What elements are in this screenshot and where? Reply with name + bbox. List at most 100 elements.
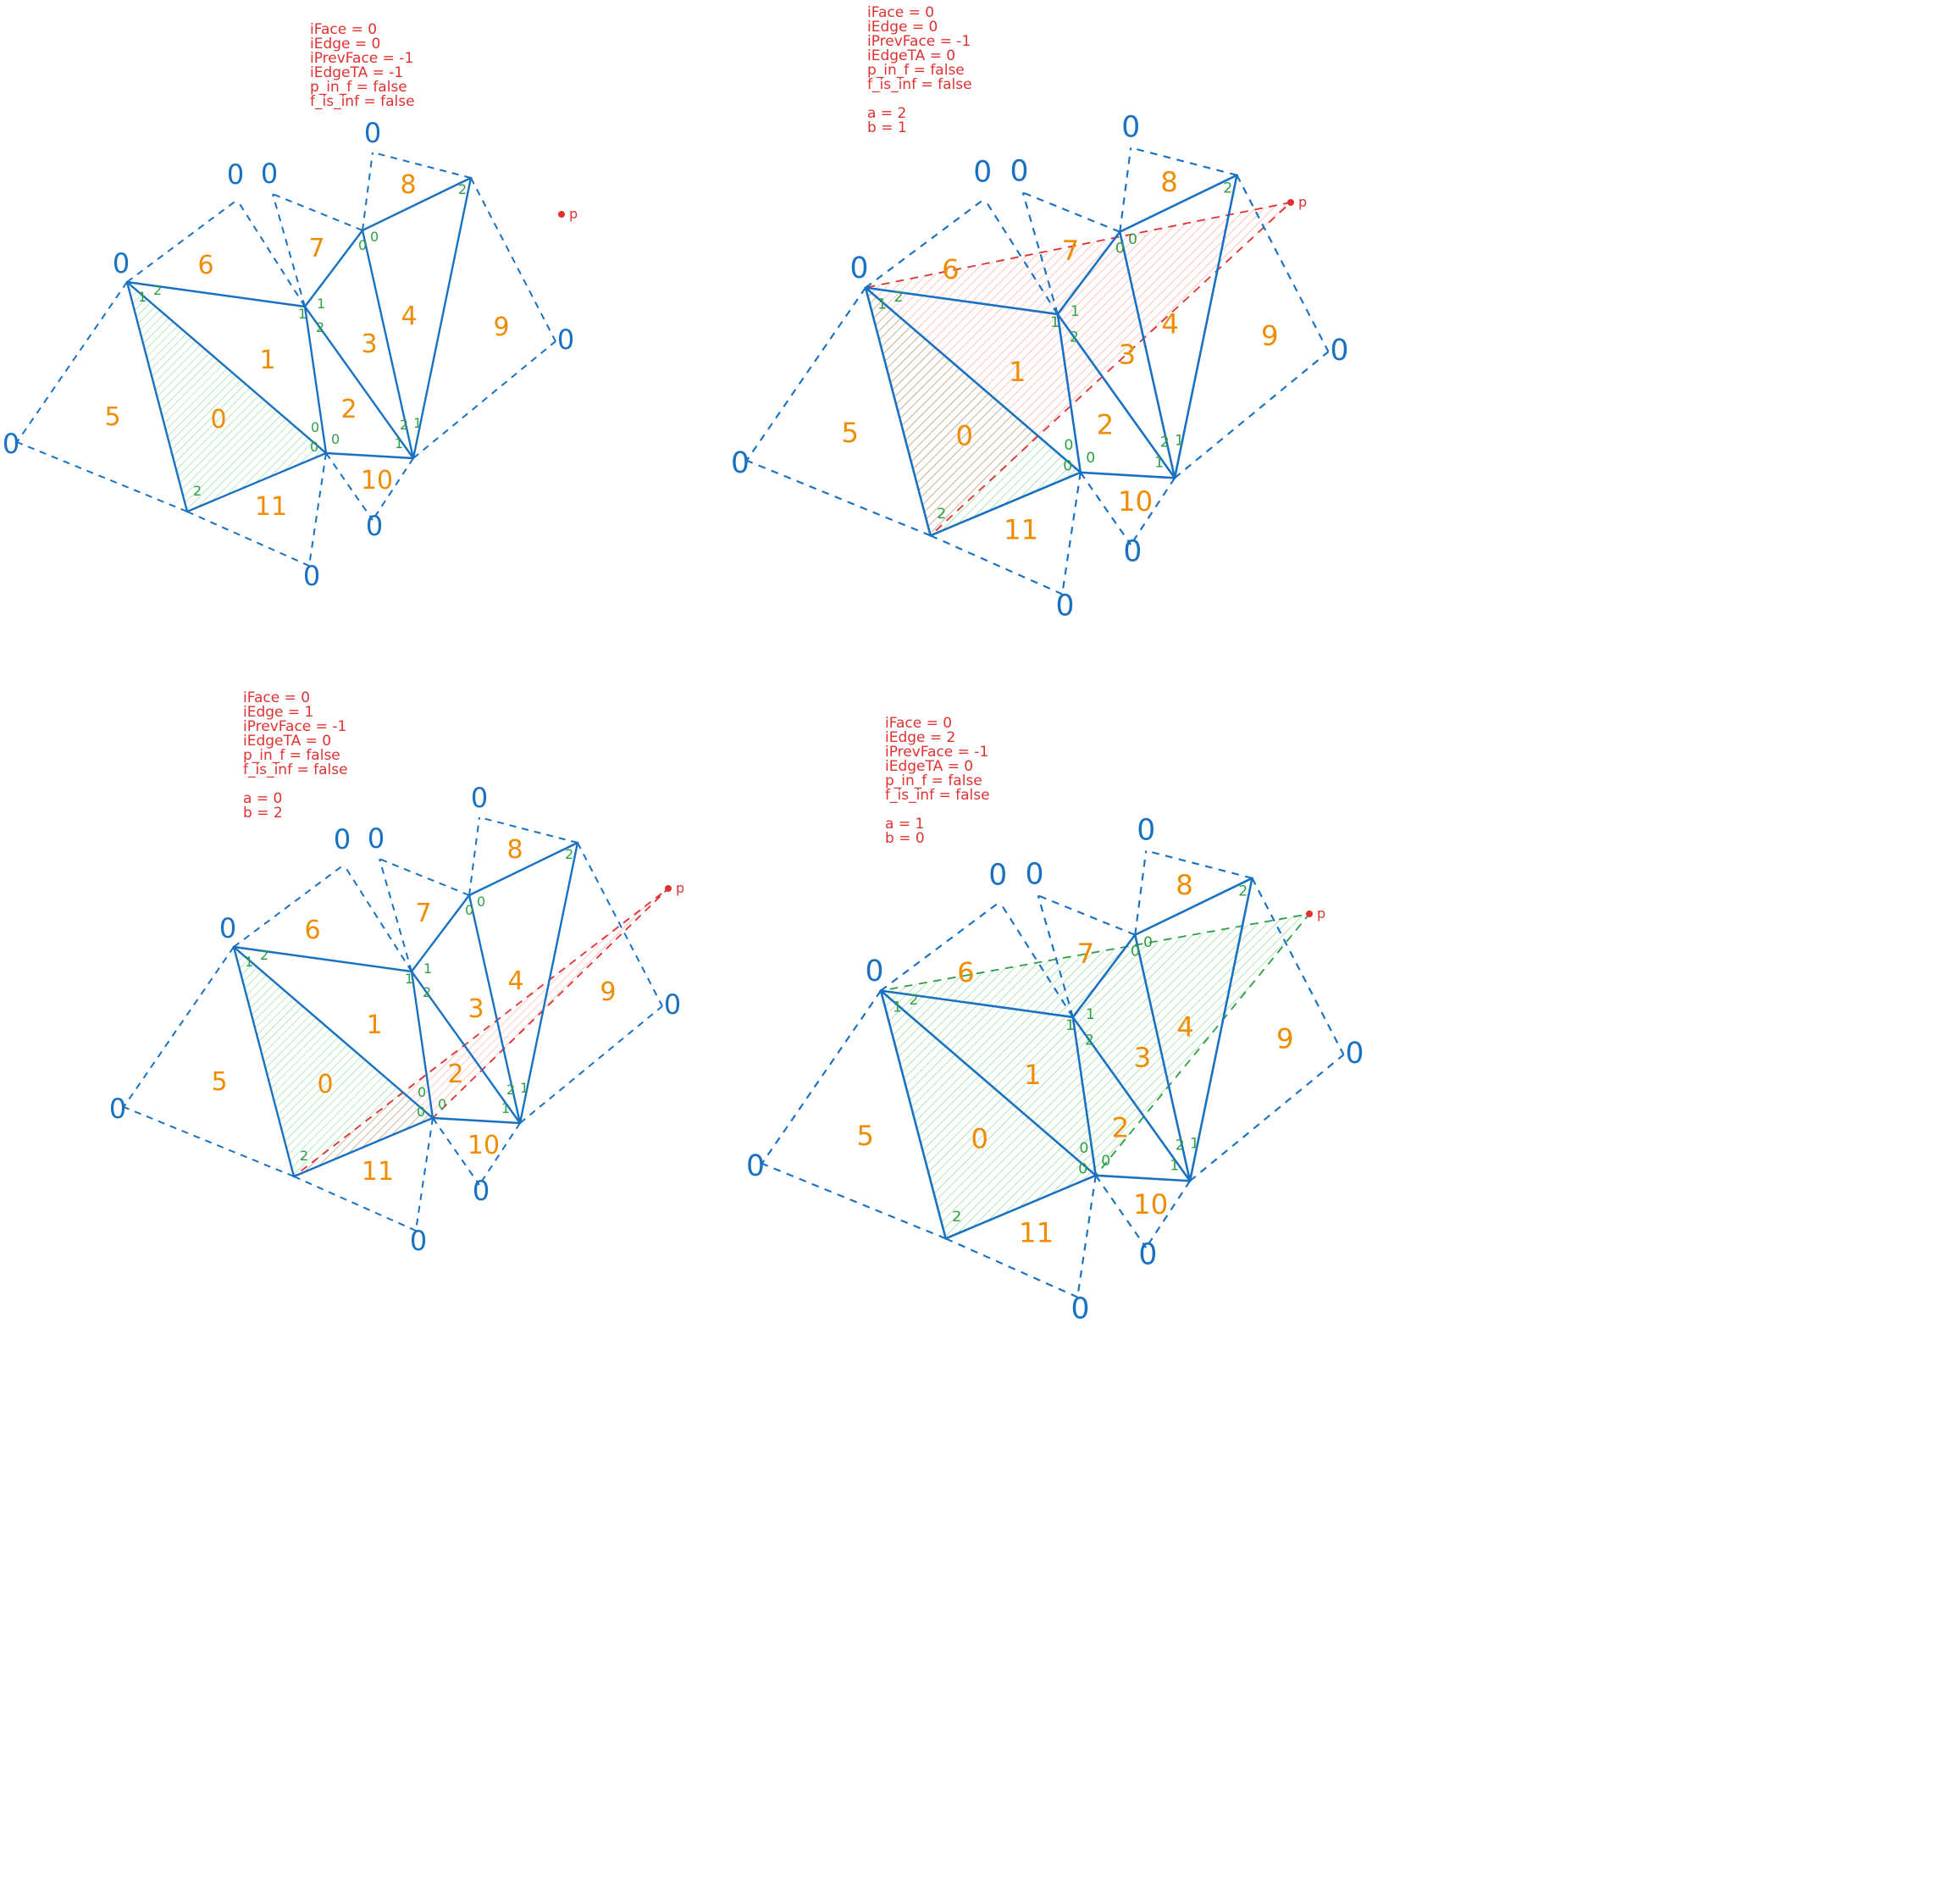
infinite-edge <box>432 1117 480 1186</box>
finite-edge <box>232 945 413 973</box>
state-line: iFace = 0 <box>310 21 377 38</box>
face-label: 0 <box>317 1070 333 1099</box>
infinite-edge <box>470 177 556 342</box>
edge-index-label: 2 <box>952 1209 961 1226</box>
infinite-vertex-label: 0 <box>366 510 383 542</box>
ab-line: b = 0 <box>885 830 925 847</box>
face-label: 2 <box>1112 1111 1130 1143</box>
infinite-vertex-label: 0 <box>557 324 574 356</box>
face-label: 4 <box>1176 1011 1194 1043</box>
edge-index-label: 2 <box>1070 329 1079 346</box>
finite-edge <box>185 451 328 513</box>
query-point <box>558 211 565 218</box>
infinite-vertex-label: 0 <box>261 158 278 190</box>
infinite-edge <box>1037 894 1136 936</box>
edge-index-label: 0 <box>1078 1161 1087 1178</box>
edge-index-label: 2 <box>1085 1032 1094 1049</box>
infinite-vertex-label: 0 <box>334 823 351 855</box>
edge-index-label: 1 <box>1065 1017 1075 1034</box>
finite-edge <box>410 894 471 973</box>
face-label: 2 <box>1097 408 1115 440</box>
face-label: 5 <box>104 402 120 432</box>
edge-index-label: 1 <box>395 435 403 451</box>
face-label: 8 <box>400 170 416 200</box>
finite-edge <box>468 894 522 1125</box>
edge-index-label: 1 <box>1050 314 1059 331</box>
state-line: iPrevFace = -1 <box>867 33 971 50</box>
state-line: iFace = 0 <box>885 715 952 732</box>
infinite-edge <box>1236 174 1330 352</box>
face-label: 7 <box>1077 938 1095 970</box>
state-line: p_in_f = false <box>310 79 407 96</box>
infinite-edge <box>126 199 238 283</box>
edge-index-label: 0 <box>370 229 379 245</box>
infinite-edge <box>1251 877 1345 1055</box>
state-line: iEdge = 0 <box>867 19 938 36</box>
finite-edge <box>1071 1016 1098 1177</box>
finite-edge <box>431 1116 522 1125</box>
face-label: 6 <box>304 916 320 945</box>
infinite-vertex-label: 0 <box>1330 334 1348 368</box>
face-label: 11 <box>1004 514 1038 546</box>
finite-edge <box>125 280 189 513</box>
infinite-vertex-label: 0 <box>410 1225 427 1257</box>
edge-index-label: 0 <box>477 894 485 910</box>
state-line: p_in_f = false <box>885 772 982 789</box>
finite-edge <box>125 280 328 455</box>
finite-edge <box>864 286 1082 474</box>
state-line: f_is_inf = false <box>885 787 990 804</box>
query-point <box>1287 199 1294 206</box>
edge-index-label: 1 <box>520 1080 528 1096</box>
face-label: 11 <box>1019 1217 1054 1249</box>
face-label: 4 <box>507 966 523 996</box>
orientation-test-triangle <box>878 912 1312 1177</box>
infinite-vertex-label: 0 <box>1123 535 1142 569</box>
face-label: 4 <box>401 302 417 331</box>
infinite-vertex-label: 0 <box>1010 154 1028 188</box>
edge-index-label: 0 <box>1115 241 1125 257</box>
infinite-edge <box>272 193 306 307</box>
edge-index-label: 1 <box>893 999 902 1016</box>
finite-edge <box>468 841 579 897</box>
infinite-edge <box>186 511 310 567</box>
edge-index-label: 0 <box>465 902 473 918</box>
edge-index-label: 1 <box>317 296 325 312</box>
face-label: 6 <box>197 251 213 280</box>
infinite-edge <box>293 1176 417 1232</box>
ab-line: a = 2 <box>867 105 906 122</box>
infinite-edge <box>1079 472 1132 545</box>
edge-index-label: 2 <box>909 992 918 1009</box>
infinite-vertex-label: 0 <box>109 1093 126 1125</box>
infinite-edge <box>16 441 188 512</box>
state-line: p_in_f = false <box>867 62 965 79</box>
current-face-highlight <box>127 282 326 512</box>
infinite-edge <box>1130 147 1237 176</box>
face-label: 8 <box>1160 166 1178 198</box>
edge-index-label: 1 <box>1071 303 1080 320</box>
edge-index-label: 2 <box>153 282 162 298</box>
ab-line: b = 2 <box>243 805 283 822</box>
finite-edge <box>361 176 473 232</box>
query-point-label: p <box>1298 194 1307 210</box>
finite-edge <box>879 989 1098 1177</box>
edge-index-label: 2 <box>506 1082 515 1098</box>
infinite-edge <box>945 1237 1078 1298</box>
state-line: f_is_inf = false <box>310 93 415 110</box>
finite-edge <box>125 280 307 308</box>
state-line: iEdgeTA = 0 <box>885 758 973 775</box>
finite-edge <box>303 305 328 455</box>
infinite-edge <box>1094 1175 1148 1248</box>
infinite-edge <box>865 198 986 289</box>
finite-edge <box>518 841 579 1125</box>
state-line: f_is_inf = false <box>243 761 348 778</box>
state-line: iPrevFace = -1 <box>243 718 346 735</box>
face-label: 7 <box>415 899 431 928</box>
face-label: 6 <box>957 956 975 988</box>
edge-index-label: 1 <box>413 415 422 431</box>
finite-edge <box>1118 230 1176 479</box>
